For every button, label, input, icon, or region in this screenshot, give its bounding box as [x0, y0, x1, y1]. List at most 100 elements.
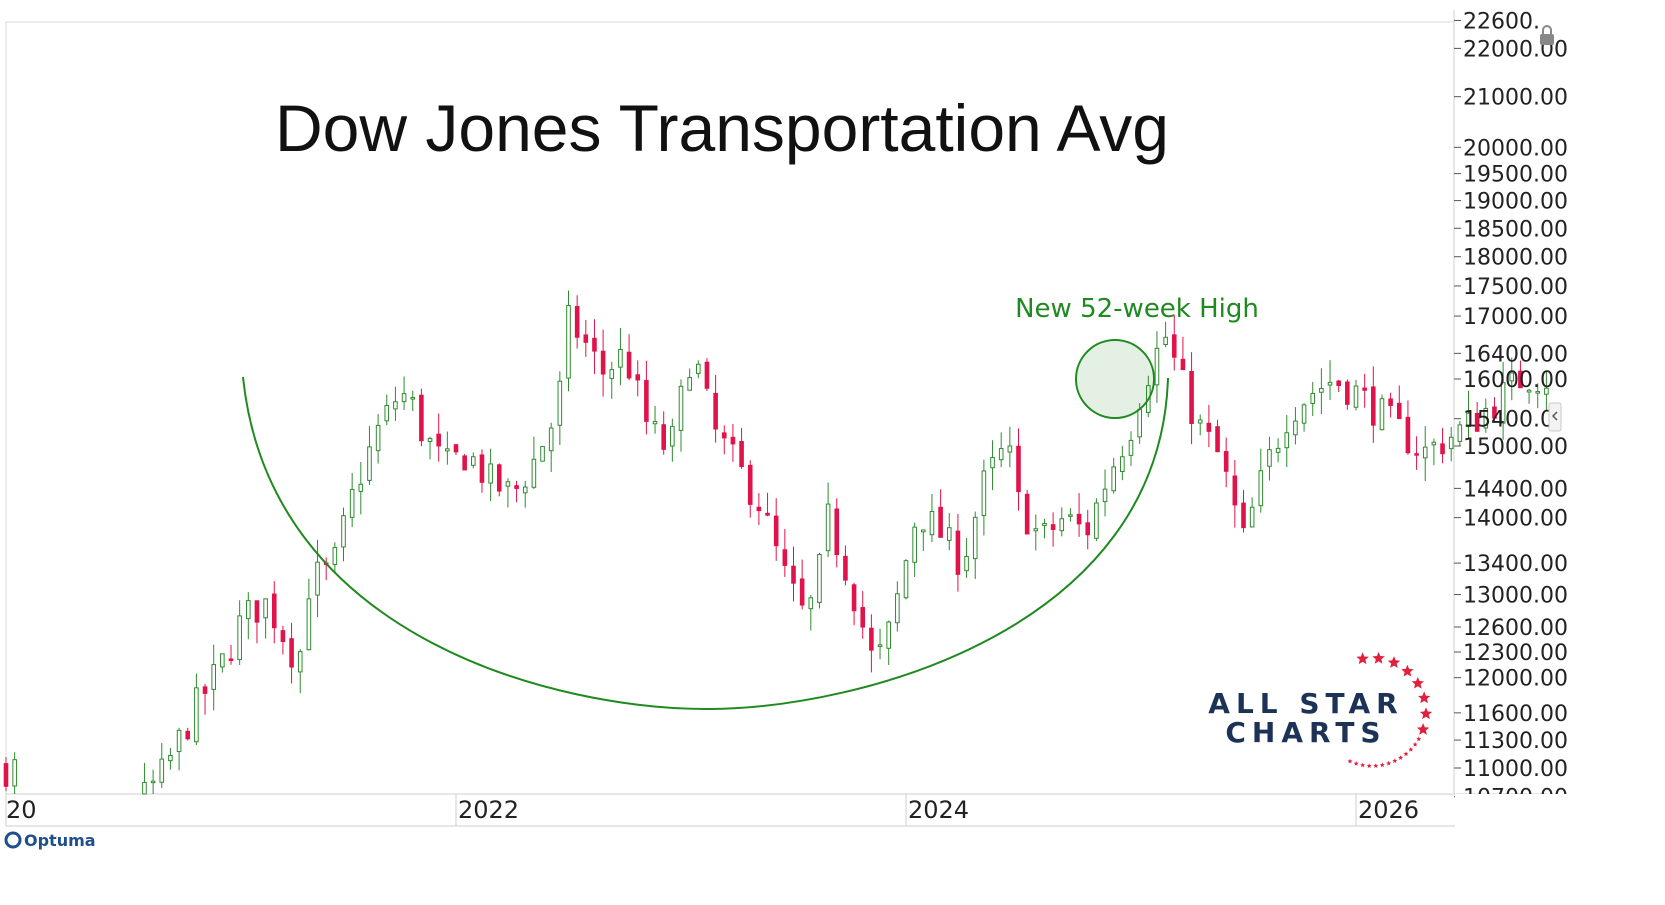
candle-down — [289, 638, 294, 668]
candle-down — [1362, 387, 1367, 391]
candle-down — [721, 432, 727, 439]
candle-up — [895, 593, 900, 624]
candle-up — [297, 651, 303, 673]
candle-down — [756, 506, 762, 512]
y-tick-label: 13400.00 — [1463, 552, 1568, 577]
candle-down — [851, 584, 857, 612]
candle-up — [696, 363, 701, 374]
candle-down — [843, 555, 848, 581]
candle-up — [1068, 514, 1073, 517]
candle-up — [505, 481, 511, 487]
scroll-handle-icon[interactable] — [1548, 402, 1562, 432]
y-tick-label: 12300.00 — [1463, 641, 1568, 666]
candle-down — [1396, 402, 1402, 420]
logo-star — [1401, 664, 1414, 677]
candle-up — [1284, 432, 1290, 449]
candle-up — [176, 729, 182, 753]
candle-down — [747, 464, 753, 505]
candle-down — [739, 440, 744, 468]
candle-down — [834, 508, 840, 555]
candle-up — [678, 385, 684, 431]
logo-star — [1387, 656, 1401, 668]
candle-down — [1371, 386, 1376, 426]
candle-down — [419, 394, 424, 442]
candle-up — [263, 598, 268, 619]
logo-star-small — [1379, 762, 1385, 768]
candle-up — [220, 653, 225, 668]
logo-star — [1372, 651, 1385, 664]
candlestick-series — [3, 290, 1549, 795]
candle-down — [1050, 524, 1056, 530]
y-tick-label: 12600.00 — [1463, 616, 1568, 641]
candle-down — [228, 658, 234, 661]
candle-up — [471, 456, 476, 466]
candle-up — [1483, 407, 1489, 429]
candle-down — [1518, 370, 1523, 389]
candle-up — [903, 560, 909, 599]
candle-down — [799, 578, 805, 606]
candle-up — [1457, 424, 1463, 442]
candle-down — [583, 334, 589, 343]
candle-up — [1500, 382, 1506, 424]
candle-up — [652, 420, 658, 425]
candle-down — [514, 485, 519, 489]
y-tick-label: 17500.00 — [1463, 275, 1568, 300]
all-star-charts-logo: ALL STAR CHARTS — [1208, 651, 1433, 768]
candle-down — [592, 337, 597, 352]
candle-up — [142, 781, 147, 795]
candle-up — [1120, 456, 1125, 473]
logo-star-small — [1398, 755, 1404, 760]
y-tick-label: 17000.00 — [1463, 305, 1568, 330]
candle-down — [938, 506, 943, 538]
y-tick-label: 14000.00 — [1463, 507, 1568, 532]
candle-up — [1353, 385, 1359, 408]
candle-up — [1509, 372, 1515, 382]
cup-pattern-arc — [242, 376, 1169, 711]
candle-up — [341, 515, 346, 548]
candle-up — [315, 561, 320, 596]
candle-down — [1223, 451, 1229, 472]
candle-up — [246, 600, 251, 620]
y-tick-label: 16400.00 — [1463, 342, 1568, 367]
candle-up — [1301, 404, 1307, 424]
candle-down — [1085, 522, 1091, 536]
candle-up — [1535, 391, 1541, 394]
candle-up — [1154, 347, 1160, 386]
candle-down — [704, 361, 710, 389]
candle-up — [1163, 336, 1168, 345]
candle-up — [1422, 446, 1428, 459]
candle-down — [1345, 381, 1350, 405]
y-tick-label: 19500.00 — [1463, 163, 1568, 188]
candle-down — [254, 600, 260, 623]
lock-icon[interactable] — [1540, 25, 1554, 45]
candle-down — [791, 565, 796, 584]
candle-up — [687, 377, 692, 391]
candle-up — [1007, 445, 1013, 453]
candle-up — [540, 445, 545, 462]
y-tick-label: 12000.00 — [1463, 667, 1568, 692]
candle-up — [566, 305, 571, 379]
logo-line2: CHARTS — [1225, 716, 1386, 749]
optuma-logo-icon — [4, 831, 22, 849]
y-tick-label: 11600.00 — [1463, 702, 1568, 727]
candle-up — [306, 598, 312, 651]
candle-up — [1327, 381, 1333, 386]
chart-title: Dow Jones Transportation Avg — [275, 91, 1169, 165]
annotation-new-high: New 52-week High — [1015, 294, 1259, 324]
candle-up — [1102, 488, 1108, 503]
logo-star — [1416, 723, 1430, 735]
candle-down — [860, 607, 866, 628]
candle-down — [1232, 475, 1238, 506]
logo-stars — [1347, 651, 1433, 768]
candle-up — [1466, 412, 1471, 428]
candle-up — [972, 516, 978, 560]
candle-down — [1440, 443, 1445, 455]
candle-up — [1526, 389, 1532, 393]
candle-up — [946, 527, 952, 541]
y-tick-label: 16000.00 — [1463, 368, 1568, 393]
x-tick-label: 20 — [6, 796, 37, 824]
candle-up — [332, 547, 338, 565]
x-axis: 20 2022 2024 2026 — [5, 794, 1419, 826]
candle-up — [427, 437, 433, 443]
